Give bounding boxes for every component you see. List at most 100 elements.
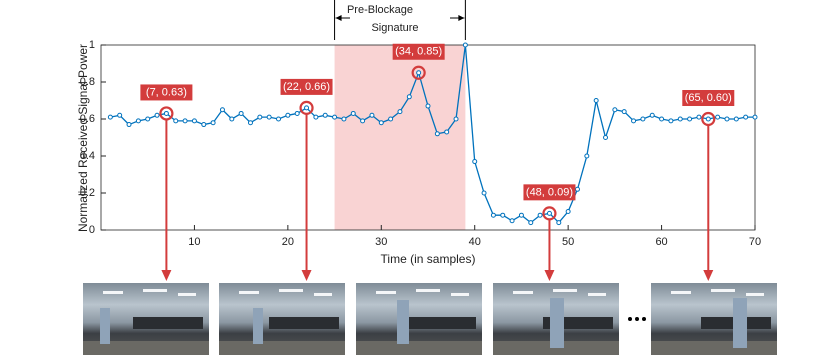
ellipsis-dot (642, 317, 646, 321)
point (574, 186, 580, 192)
x-axis-label: Time (in samples) (381, 252, 476, 266)
arrowhead (301, 270, 312, 281)
annotation-label: (22, 0.66) (283, 81, 330, 93)
x-tick-label: 20 (282, 236, 294, 248)
x-tick-label: 60 (655, 236, 667, 248)
point (257, 114, 263, 120)
point (126, 122, 132, 128)
point (107, 114, 113, 120)
point (481, 190, 487, 196)
x-tick-label: 30 (375, 236, 387, 248)
y-tick-label: 0 (89, 224, 95, 236)
point (388, 116, 394, 122)
x-tick-label: 50 (562, 236, 574, 248)
blocker (397, 300, 409, 344)
point (490, 212, 496, 218)
region-label: Signature (371, 22, 418, 34)
point (210, 120, 216, 126)
annotation-label: (48, 0.09) (526, 186, 573, 198)
point (453, 116, 459, 122)
point (304, 105, 310, 111)
y-tick-label: 0.6 (80, 113, 95, 125)
point (378, 120, 384, 126)
annotation-label: (65, 0.60) (685, 92, 732, 104)
point (163, 110, 169, 116)
point (462, 42, 468, 48)
blocker (253, 308, 263, 344)
blocker (550, 298, 564, 348)
photo (651, 283, 777, 355)
point (528, 220, 534, 226)
point (238, 110, 244, 116)
point (612, 107, 618, 113)
point (537, 212, 543, 218)
point (556, 220, 562, 226)
point (145, 116, 151, 122)
point (546, 210, 552, 216)
annotation-label: (7, 0.63) (146, 86, 187, 98)
blocker (100, 308, 110, 344)
point (696, 114, 702, 120)
point (659, 116, 665, 122)
label-bg (350, 2, 450, 36)
point (621, 109, 627, 115)
point (472, 159, 478, 165)
point (294, 110, 300, 116)
point (341, 116, 347, 122)
point (715, 114, 721, 120)
point (360, 118, 366, 124)
ellipsis-dot (628, 317, 632, 321)
point (603, 135, 609, 140)
plot: 10 20 30 40 50 60 70 0 0.2 0.4 0.6 0.8 1 (7, 0.63) (22… (80, 0, 761, 281)
point (677, 116, 683, 122)
point (434, 131, 440, 137)
highlight-circle (701, 111, 716, 127)
x-tick-label: 70 (749, 236, 761, 248)
point (266, 114, 272, 120)
x-tick-label: 10 (188, 236, 200, 248)
highlight-circle (542, 206, 557, 221)
point (640, 116, 646, 122)
annotation-box (140, 84, 193, 101)
point (332, 114, 338, 120)
point (668, 118, 674, 124)
point (584, 153, 590, 159)
point (500, 212, 506, 218)
point (247, 120, 253, 126)
region-label: Pre-Blockage (347, 4, 413, 16)
blocker (733, 298, 747, 348)
point (724, 116, 730, 122)
point (154, 112, 160, 118)
point (191, 118, 197, 124)
series-line (110, 44, 755, 224)
ellipsis-dot (635, 317, 639, 321)
highlight-circle (159, 106, 174, 121)
y-tick-label: 0.8 (80, 76, 95, 88)
photo (219, 283, 345, 355)
point (631, 118, 637, 124)
y-tick-label: 0.2 (80, 187, 95, 199)
point (276, 116, 282, 122)
point (397, 109, 403, 115)
point (201, 122, 207, 128)
point (743, 114, 749, 120)
y-tick-label: 0.4 (80, 150, 95, 162)
x-tick-label: 40 (469, 236, 481, 248)
point (444, 129, 450, 135)
photo (356, 283, 482, 355)
arrowhead (703, 270, 714, 281)
point (173, 118, 179, 124)
point (229, 116, 235, 122)
point (593, 98, 599, 103)
point (687, 116, 693, 122)
point (182, 118, 188, 124)
point (752, 114, 758, 120)
point (518, 212, 524, 218)
point (416, 70, 422, 76)
point (649, 112, 655, 118)
point (285, 112, 291, 118)
annotation-box (523, 184, 576, 201)
point (733, 116, 739, 122)
annotation-box (392, 43, 445, 60)
